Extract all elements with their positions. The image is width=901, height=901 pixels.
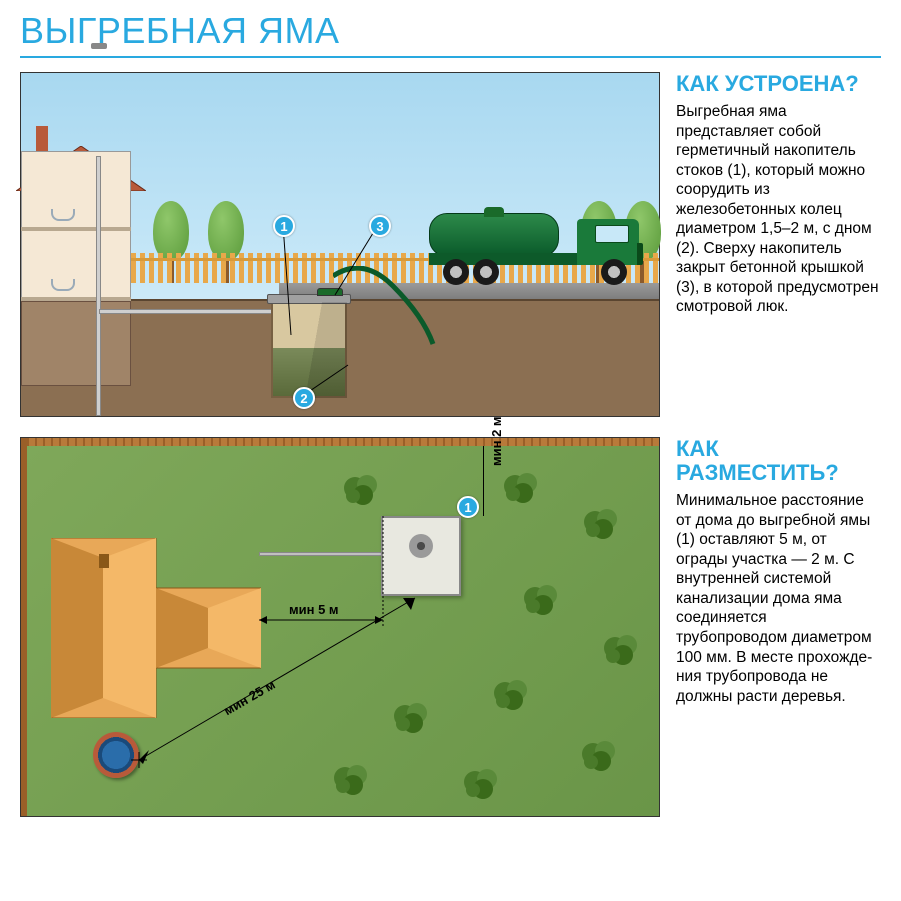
diagram-plan-view: мин 2 м мин 5 м мин 25 м 1 — [20, 437, 660, 817]
bush — [521, 578, 561, 618]
sewer-pipe — [99, 309, 277, 314]
fence-perimeter — [21, 438, 659, 446]
body-how-built: Выгребная яма представляет собой гермети… — [676, 102, 881, 317]
dim-label-5m: мин 5 м — [289, 602, 339, 617]
subtitle-how-built: КАК УСТРОЕНА? — [676, 72, 881, 96]
pit-hatch — [317, 288, 343, 296]
callout-plan-1: 1 — [457, 496, 479, 518]
vacuum-truck — [429, 205, 639, 283]
callout-1: 1 — [273, 215, 295, 237]
callout-2: 2 — [293, 387, 315, 409]
body-placement: Минимальное расстояние от дома до выгреб… — [676, 491, 881, 706]
house-plan — [51, 538, 261, 718]
page-title: ВЫГРЕБНАЯ ЯМА — [20, 10, 881, 58]
section-how-built: 1 2 3 КАК УСТРОЕНА? Выгребная яма предст… — [20, 72, 881, 417]
subtitle-placement: КАК РАЗМЕСТИТЬ? — [676, 437, 881, 485]
callout-3: 3 — [369, 215, 391, 237]
bush — [501, 466, 541, 506]
well — [93, 732, 139, 778]
bush — [391, 696, 431, 736]
diagram-cross-section: 1 2 3 — [20, 72, 660, 417]
bush — [579, 734, 619, 774]
bush — [461, 762, 501, 802]
section-placement: мин 2 м мин 5 м мин 25 м 1 КАК РАЗМЕСТИТ… — [20, 437, 881, 817]
suction-hose — [333, 266, 453, 356]
bush — [341, 468, 381, 508]
bush — [331, 758, 371, 798]
house-cutaway — [21, 166, 136, 386]
vent-pipe — [96, 156, 101, 416]
bush — [491, 673, 531, 713]
bush — [581, 502, 621, 542]
sewer-pipe-plan — [259, 552, 383, 556]
dim-label-2m: мин 2 м — [489, 416, 504, 466]
bush — [601, 628, 641, 668]
